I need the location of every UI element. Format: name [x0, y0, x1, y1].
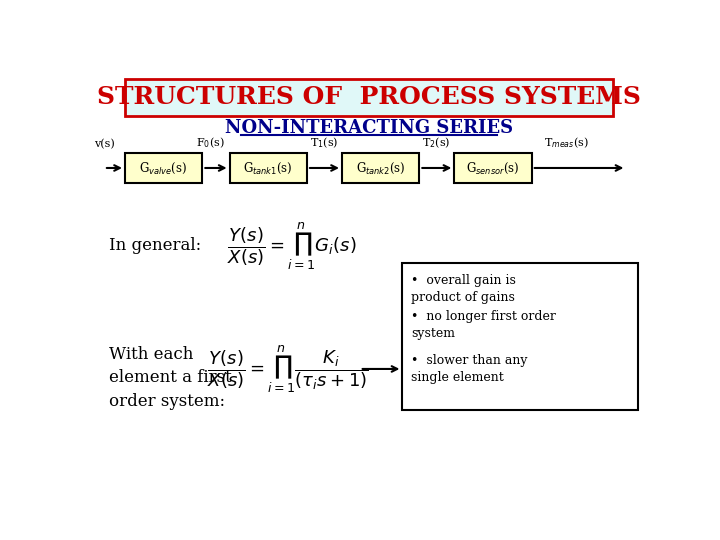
Text: v(s): v(s) [94, 139, 114, 150]
Text: T$_{meas}$(s): T$_{meas}$(s) [544, 135, 589, 150]
Text: •  overall gain is
product of gains: • overall gain is product of gains [411, 274, 516, 304]
Text: With each
element a first
order system:: With each element a first order system: [109, 346, 232, 410]
Text: G$_{tank1}$(s): G$_{tank1}$(s) [243, 160, 293, 176]
FancyBboxPatch shape [230, 153, 307, 183]
FancyBboxPatch shape [125, 79, 613, 116]
FancyBboxPatch shape [454, 153, 532, 183]
FancyBboxPatch shape [402, 264, 638, 410]
Text: $\dfrac{Y(s)}{X(s)} = \prod_{i=1}^{n} \dfrac{K_i}{(\tau_i s + 1)}$: $\dfrac{Y(s)}{X(s)} = \prod_{i=1}^{n} \d… [207, 343, 369, 395]
Text: G$_{tank2}$(s): G$_{tank2}$(s) [356, 160, 405, 176]
Text: •  no longer first order
system: • no longer first order system [411, 309, 556, 340]
FancyBboxPatch shape [342, 153, 419, 183]
Text: T$_1$(s): T$_1$(s) [310, 135, 338, 150]
FancyBboxPatch shape [125, 153, 202, 183]
Text: STRUCTURES OF  PROCESS SYSTEMS: STRUCTURES OF PROCESS SYSTEMS [97, 85, 641, 109]
Text: $\dfrac{Y(s)}{X(s)} = \prod_{i=1}^{n} G_i(s)$: $\dfrac{Y(s)}{X(s)} = \prod_{i=1}^{n} G_… [227, 220, 356, 272]
Text: G$_{valve}$(s): G$_{valve}$(s) [140, 160, 188, 176]
Text: F$_0$(s): F$_0$(s) [196, 135, 225, 150]
Text: •  slower than any
single element: • slower than any single element [411, 354, 527, 383]
Text: In general:: In general: [109, 237, 202, 254]
Text: NON-INTERACTING SERIES: NON-INTERACTING SERIES [225, 119, 513, 137]
Text: G$_{sensor}$(s): G$_{sensor}$(s) [467, 160, 520, 176]
Text: T$_2$(s): T$_2$(s) [422, 135, 451, 150]
